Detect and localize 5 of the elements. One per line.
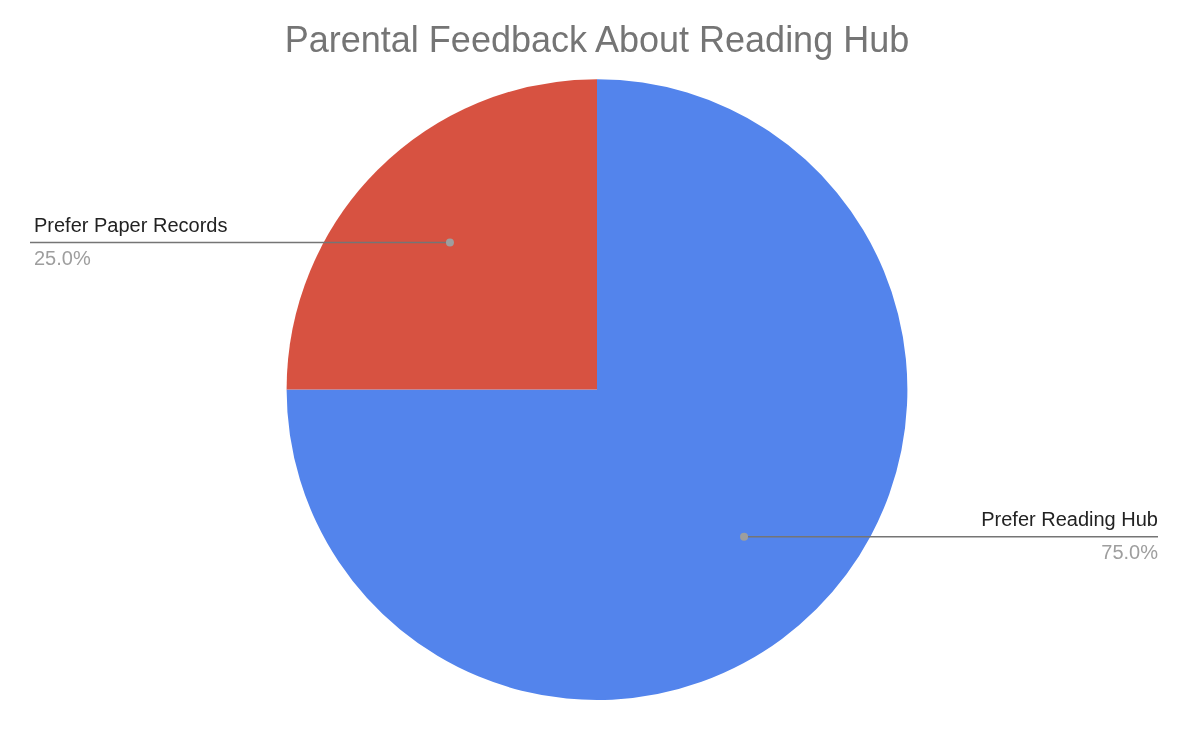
data-label: 75.0% xyxy=(1101,541,1159,564)
data-label: 25.0% xyxy=(34,247,91,270)
chart-title: Parental Feedback About Reading Hub xyxy=(284,18,910,60)
slice-label: Prefer Reading Hub xyxy=(981,508,1158,531)
slice-label: Prefer Paper Records xyxy=(34,214,228,237)
